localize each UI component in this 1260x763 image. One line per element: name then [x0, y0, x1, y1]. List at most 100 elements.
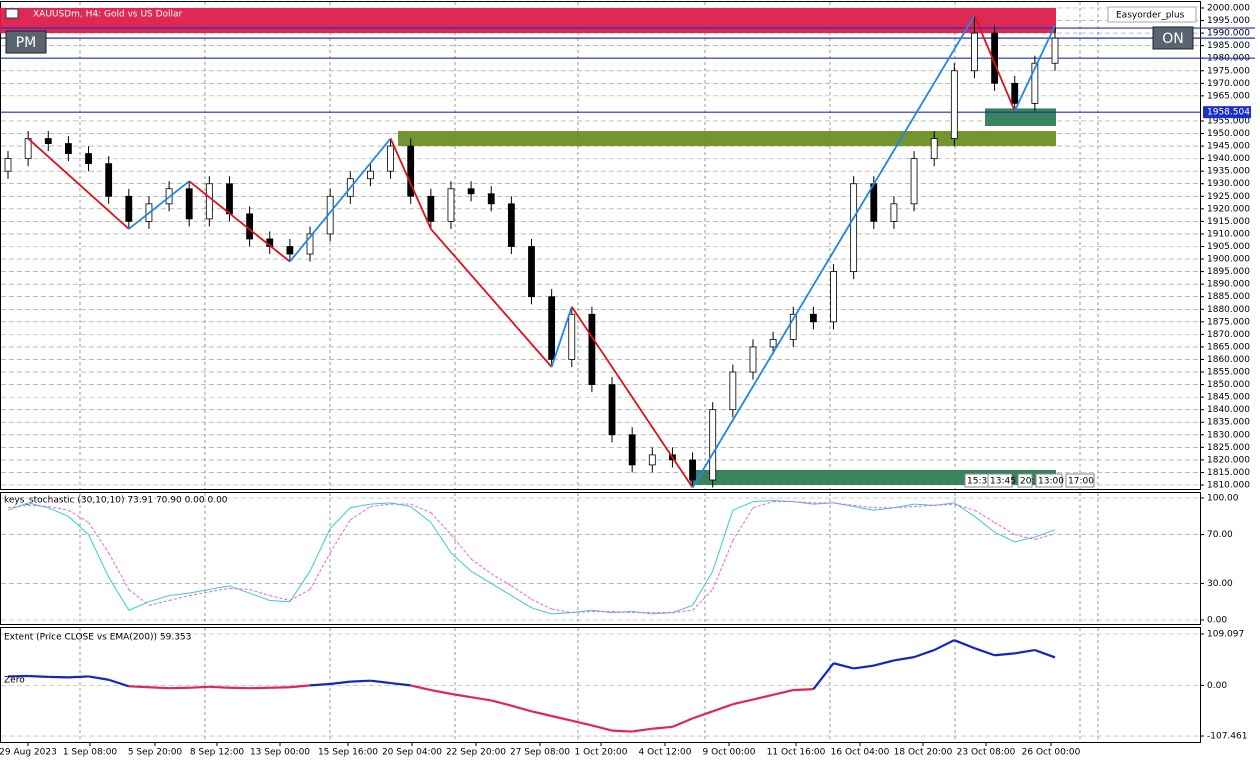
series-line — [450, 692, 472, 699]
series-line — [793, 688, 814, 692]
y-tick-label: 1915.000 — [1207, 217, 1250, 227]
series-line — [269, 595, 291, 601]
zigzag — [27, 137, 130, 230]
series-line — [430, 689, 452, 695]
candle-body — [588, 313, 596, 385]
series-line — [430, 522, 452, 554]
series-line — [490, 582, 512, 597]
series-line — [914, 504, 935, 508]
series-line — [712, 510, 734, 572]
series-line — [551, 714, 573, 722]
series-line — [148, 599, 170, 606]
y-tick-label: 1925.000 — [1207, 192, 1250, 202]
ea-label: Easyorder_plus — [1116, 11, 1185, 21]
series-line — [309, 528, 331, 572]
series-line — [571, 610, 592, 614]
candle-body — [105, 163, 113, 197]
candle-body — [890, 203, 898, 222]
series-line — [793, 501, 814, 504]
series-line — [490, 573, 512, 587]
y-tick-label: 1860.000 — [1207, 355, 1250, 365]
series-line — [1034, 529, 1056, 538]
time-marker-bg — [1017, 473, 1033, 488]
y-tick-label: 1940.000 — [1207, 154, 1250, 164]
x-tick-label: 22 Sep 20:00 — [446, 748, 506, 758]
series-line — [309, 552, 331, 590]
series-line — [128, 589, 150, 606]
series-line — [571, 609, 592, 614]
x-tick-label: 23 Oct 08:00 — [957, 748, 1016, 758]
series-line — [611, 729, 633, 733]
x-tick-label: 13 Sep 00:00 — [250, 748, 310, 758]
series-line — [68, 515, 89, 535]
button-bg[interactable] — [5, 30, 47, 54]
y-tick-label: 1955.000 — [1207, 116, 1250, 126]
series-line — [189, 591, 210, 597]
series-line — [833, 502, 854, 506]
y-tick-label: 1950.000 — [1207, 129, 1250, 139]
series-line — [1014, 536, 1035, 543]
series-line — [893, 656, 915, 662]
zigzag — [571, 306, 694, 489]
title-icon — [5, 8, 19, 19]
y-tick-label: 1835.000 — [1207, 418, 1250, 428]
y-tick-label: 1875.000 — [1207, 317, 1250, 327]
y-tick-label: 1890.000 — [1207, 280, 1250, 290]
series-line — [450, 552, 472, 572]
y-tick-label: 0.00 — [1207, 681, 1227, 691]
series-line — [229, 587, 250, 590]
series-line — [531, 607, 552, 615]
series-line — [148, 595, 170, 603]
series-line — [470, 558, 492, 575]
zigzag — [289, 137, 392, 263]
y-tick-label: 1910.000 — [1207, 229, 1250, 239]
y-tick-label: 30.00 — [1207, 579, 1233, 589]
series-line — [954, 503, 975, 511]
series-line — [68, 675, 89, 679]
zigzag — [691, 15, 976, 488]
y-tick-label: 1895.000 — [1207, 267, 1250, 277]
candle-body — [65, 143, 72, 155]
series-line — [329, 507, 351, 529]
series-line — [511, 585, 532, 600]
series-line — [269, 599, 290, 603]
price-label-bg — [1203, 106, 1251, 119]
series-line — [934, 502, 955, 506]
candle-body — [628, 434, 636, 466]
candle-body — [789, 313, 797, 340]
candle-body — [367, 170, 374, 180]
y-tick-label: 1880.000 — [1207, 305, 1250, 315]
series-line — [1034, 533, 1056, 540]
series-line — [913, 649, 935, 659]
button-label[interactable]: ON — [1162, 31, 1184, 47]
series-line — [752, 499, 774, 503]
time-marker: 17:00 — [1068, 477, 1094, 487]
zone — [0, 8, 1056, 34]
series-line — [531, 710, 552, 718]
x-tick-label: 18 Oct 20:00 — [894, 748, 953, 758]
y-tick-label: 1985.000 — [1207, 41, 1250, 51]
candle-body — [226, 183, 233, 215]
button-label[interactable]: PM — [16, 35, 37, 51]
x-tick-label: 20 Sep 04:00 — [382, 748, 442, 758]
candle-body — [1051, 37, 1059, 64]
series-line — [953, 639, 975, 650]
series-line — [591, 724, 613, 732]
series-line — [249, 589, 270, 597]
pane-title: Extent (Price CLOSE vs EMA(200)) 59.353 — [4, 633, 191, 643]
series-line — [571, 719, 593, 727]
series-line — [974, 515, 995, 533]
series-line — [732, 507, 754, 541]
series-line — [893, 506, 915, 509]
series-line — [994, 521, 1015, 536]
candle-body — [769, 338, 777, 348]
candle-body — [528, 246, 535, 298]
candle-body — [4, 158, 12, 172]
y-tick-label: 1885.000 — [1207, 292, 1250, 302]
series-line — [752, 501, 774, 509]
button-bg[interactable] — [1152, 26, 1194, 50]
series-line — [712, 540, 734, 590]
candle-body — [830, 271, 837, 323]
y-tick-label: 1900.000 — [1207, 255, 1250, 265]
